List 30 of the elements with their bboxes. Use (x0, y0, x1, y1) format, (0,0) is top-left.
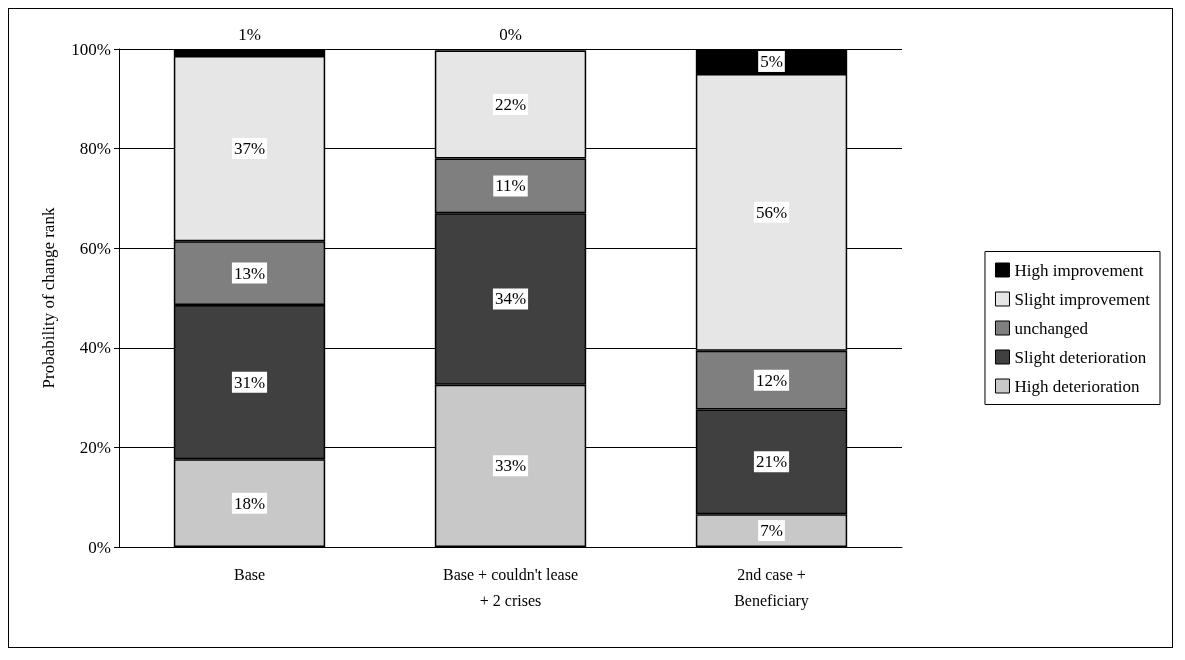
data-label: 18% (233, 493, 266, 513)
x-tick-label: Base + couldn't lease + 2 crises (443, 565, 578, 609)
data-label: 56% (755, 202, 788, 222)
data-label: 5% (760, 51, 783, 71)
data-label: 1% (238, 25, 261, 44)
legend-label: Slight deterioration (1014, 347, 1147, 367)
y-axis-title: Probability of change rank (39, 207, 58, 389)
legend-label: unchanged (1014, 318, 1089, 338)
data-label: 37% (233, 139, 266, 159)
data-label: 33% (494, 456, 527, 476)
legend-label: Slight improvement (1014, 289, 1151, 309)
data-label: 31% (233, 372, 266, 392)
data-label: 11% (495, 176, 526, 196)
data-label: 12% (755, 370, 788, 390)
y-tick-label: 20% (79, 437, 111, 457)
y-tick-label: 60% (79, 238, 111, 258)
y-tick-label: 100% (71, 39, 111, 59)
data-label: 21% (755, 452, 788, 472)
data-label: 22% (494, 95, 527, 115)
y-tick-label: 0% (88, 537, 111, 557)
legend-label: High deterioration (1014, 376, 1141, 396)
data-label: 13% (233, 263, 266, 283)
x-tick-label: 2nd case + Beneficiary (734, 565, 809, 610)
data-label: 7% (760, 521, 783, 541)
y-tick-label: 40% (79, 338, 111, 358)
legend-label: High improvement (1014, 260, 1144, 280)
data-label: 0% (499, 25, 522, 44)
x-tick-label: Base (233, 565, 266, 583)
y-tick-label: 80% (79, 139, 111, 159)
data-label: 34% (494, 289, 527, 309)
